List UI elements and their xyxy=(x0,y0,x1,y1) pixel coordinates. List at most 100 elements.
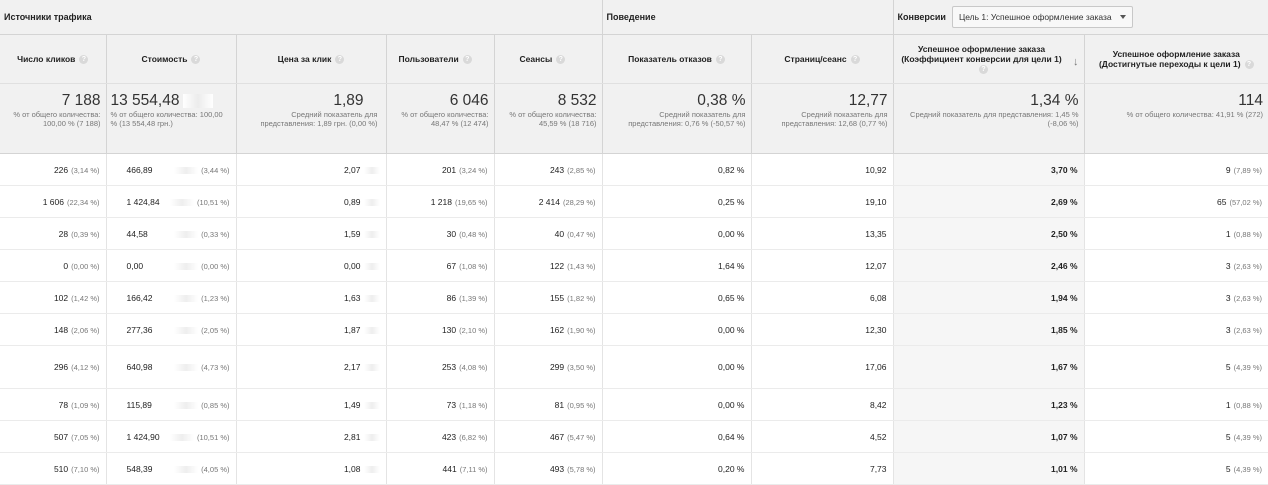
cell-goal-completions: 3 (2,63 %) xyxy=(1083,313,1268,346)
cell-clicks: 296 (4,12 %) xyxy=(0,345,106,389)
cell-value: 0,82 % xyxy=(718,164,745,175)
table-row[interactable]: 0 (0,00 %) 0,00 (0,00 %) 0,00 67 (1,08 %) 1… xyxy=(0,249,1268,282)
summary-value: 6 046 xyxy=(449,92,489,109)
cell-percent: (28,29 %) xyxy=(562,197,596,207)
group-conversions: Конверсии Цель 1: Успешное оформление за… xyxy=(892,0,1268,35)
redacted-mark xyxy=(363,364,380,372)
cell-percent: (7,10 %) xyxy=(71,464,100,474)
cell-pages-per-session: 12,07 xyxy=(750,249,894,282)
cell-percent: (4,73 %) xyxy=(201,363,230,372)
cell-percent: (2,63 %) xyxy=(1233,325,1263,335)
cell-sessions: 81 (0,95 %) xyxy=(493,388,602,421)
table-row[interactable]: 1 606 (22,34 %) 1 424,84 (10,51 %) 0,89 1 … xyxy=(0,185,1268,218)
summary-goal-conv-rate: 1,34 % Средний показатель для представлен… xyxy=(892,83,1085,154)
cell-users: 201 (3,24 %) xyxy=(385,153,494,186)
col-header-label: Число кликов xyxy=(17,53,76,64)
col-header-pages-per-session[interactable]: Страниц/сеанс? xyxy=(750,34,894,84)
cell-value: 3 xyxy=(1225,324,1231,335)
table-row[interactable]: 78 (1,09 %) 115,89 (0,85 %) 1,49 73 (1,18 %… xyxy=(0,388,1268,421)
col-header-label: Сеансы xyxy=(519,53,553,64)
col-header-sessions[interactable]: Сеансы? xyxy=(493,34,602,84)
cell-value: 2,81 xyxy=(343,431,361,442)
cell-percent: (2,63 %) xyxy=(1233,293,1263,303)
cell-percent: (2,85 %) xyxy=(567,165,596,175)
redacted-mark xyxy=(174,166,199,174)
cell-percent: (1,90 %) xyxy=(567,325,596,335)
help-icon[interactable]: ? xyxy=(191,55,201,65)
help-icon[interactable]: ? xyxy=(335,55,345,65)
summary-sub: Средний показатель для представления: 0,… xyxy=(628,110,746,128)
cell-sessions: 243 (2,85 %) xyxy=(493,153,602,186)
cell-goal-conv-rate: 1,94 % xyxy=(892,281,1085,314)
help-icon[interactable]: ? xyxy=(556,55,566,65)
cell-value: 81 xyxy=(554,399,565,410)
goal-select-dropdown[interactable]: Цель 1: Успешное оформление заказа xyxy=(951,6,1133,28)
table-row[interactable]: 226 (3,14 %) 466,89 (3,44 %) 2,07 201 (3,24… xyxy=(0,153,1268,186)
help-icon[interactable]: ? xyxy=(850,55,860,65)
summary-row: 7 188% от общего количества: 100,00 % (7… xyxy=(0,83,1268,154)
summary-sub: % от общего количества: 45,59 % (18 716) xyxy=(509,110,597,128)
cell-value: 17,06 xyxy=(865,362,887,372)
cell-sessions: 467 (5,47 %) xyxy=(493,420,602,453)
cell-percent: (5,78 %) xyxy=(567,464,596,474)
cell-cost: 44,58 (0,33 %) xyxy=(105,217,236,250)
table-row[interactable]: 507 (7,05 %) 1 424,90 (10,51 %) 2,81 423 (6… xyxy=(0,420,1268,453)
cell-sessions: 493 (5,78 %) xyxy=(493,452,602,485)
help-icon[interactable]: ? xyxy=(979,65,989,75)
cell-value: 510 xyxy=(53,463,69,474)
col-header-goal-completions[interactable]: Успешное оформление заказа (Достигнутые … xyxy=(1083,34,1268,84)
col-header-users[interactable]: Пользователи? xyxy=(385,34,494,84)
cell-value: 493 xyxy=(549,463,565,474)
sort-desc-icon[interactable]: ↓ xyxy=(1073,56,1079,68)
col-header-label: Пользователи xyxy=(398,53,459,64)
cell-percent: (3,14 %) xyxy=(71,165,100,175)
cell-bounce-rate: 0,65 % xyxy=(601,281,751,314)
cell-users: 30 (0,48 %) xyxy=(385,217,494,250)
cell-percent: (2,06 %) xyxy=(71,325,100,335)
cell-bounce-rate: 0,00 % xyxy=(601,388,751,421)
redacted-mark xyxy=(363,326,380,334)
col-header-bounce-rate[interactable]: Показатель отказов? xyxy=(601,34,751,84)
cell-value: 8,42 xyxy=(869,399,887,410)
cell-value: 467 xyxy=(549,431,565,442)
table-row[interactable]: 510 (7,10 %) 548,39 (4,05 %) 1,08 441 (7,11… xyxy=(0,452,1268,485)
table-row[interactable]: 28 (0,39 %) 44,58 (0,33 %) 1,59 30 (0,48 %)… xyxy=(0,217,1268,250)
cell-value: 0,20 % xyxy=(718,463,745,474)
col-header-clicks[interactable]: Число кликов? xyxy=(0,34,106,84)
cell-bounce-rate: 0,00 % xyxy=(601,345,751,389)
summary-value: 114 xyxy=(1238,92,1264,109)
col-header-label: Страниц/сеанс xyxy=(784,53,847,64)
table-row[interactable]: 148 (2,06 %) 277,36 (2,05 %) 1,87 130 (2,10… xyxy=(0,313,1268,346)
cell-value: 28 xyxy=(58,228,69,239)
cell-value: 2,46 % xyxy=(1051,260,1078,271)
col-header-cpc[interactable]: Цена за клик? xyxy=(235,34,386,84)
table-row[interactable]: 102 (1,42 %) 166,42 (1,23 %) 1,63 86 (1,39 … xyxy=(0,281,1268,314)
cell-value: 0,00 % xyxy=(718,399,745,410)
cell-goal-completions: 1 (0,88 %) xyxy=(1083,217,1268,250)
cell-percent: (3,50 %) xyxy=(567,363,596,372)
cell-users: 1 218 (19,65 %) xyxy=(385,185,494,218)
help-icon[interactable]: ? xyxy=(79,55,89,65)
cell-goal-completions: 5 (4,39 %) xyxy=(1083,345,1268,389)
cell-value: 67 xyxy=(446,260,457,271)
cell-value: 2,17 xyxy=(343,362,361,372)
cell-pages-per-session: 12,30 xyxy=(750,313,894,346)
cell-bounce-rate: 0,00 % xyxy=(601,217,751,250)
help-icon[interactable]: ? xyxy=(1244,60,1254,70)
col-header-goal-conv-rate[interactable]: Успешное оформление заказа (Коэффициент … xyxy=(892,34,1085,84)
col-header-cost[interactable]: Стоимость? xyxy=(105,34,236,84)
cell-pages-per-session: 19,10 xyxy=(750,185,894,218)
cell-clicks: 510 (7,10 %) xyxy=(0,452,106,485)
cell-clicks: 226 (3,14 %) xyxy=(0,153,106,186)
cell-value: 3,70 % xyxy=(1051,164,1078,175)
cell-bounce-rate: 0,00 % xyxy=(601,313,751,346)
cell-percent: (4,05 %) xyxy=(201,464,230,474)
help-icon[interactable]: ? xyxy=(462,55,472,65)
cell-value: 78 xyxy=(58,399,69,410)
summary-cpc: 1,89 Средний показатель для представления… xyxy=(235,83,386,154)
cell-value: 40 xyxy=(554,228,565,239)
help-icon[interactable]: ? xyxy=(715,55,725,65)
cell-percent: (0,39 %) xyxy=(71,229,100,239)
cell-value: 277,36 xyxy=(126,324,153,335)
table-row[interactable]: 296 (4,12 %) 640,98 (4,73 %) 2,17 253 (4,08… xyxy=(0,345,1268,389)
